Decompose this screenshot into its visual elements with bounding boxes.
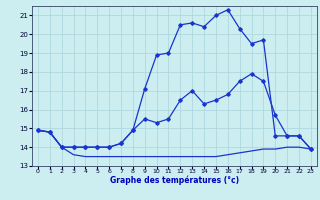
X-axis label: Graphe des températures (°c): Graphe des températures (°c) [110,176,239,185]
